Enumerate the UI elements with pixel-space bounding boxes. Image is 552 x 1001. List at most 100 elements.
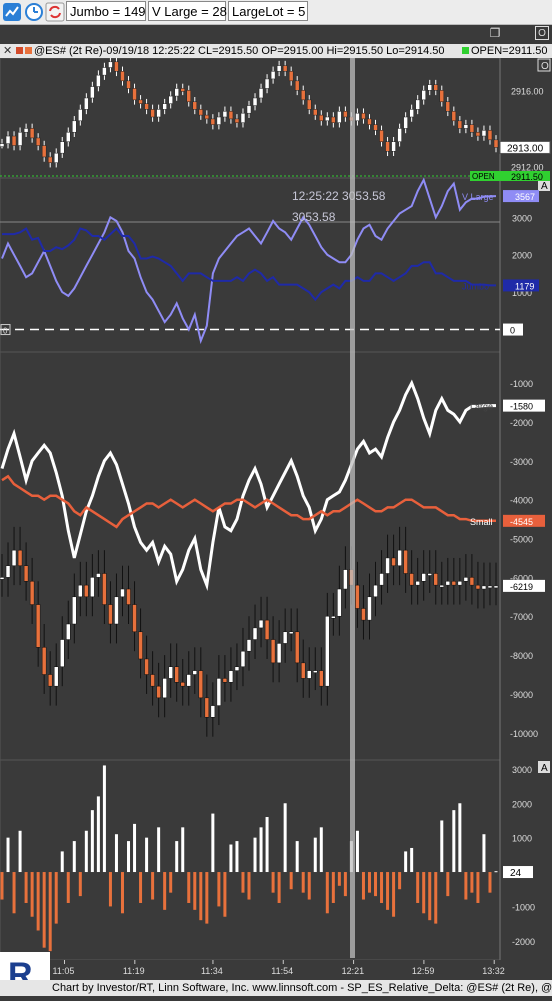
- restore-button[interactable]: ❐: [489, 26, 501, 40]
- hist-tick-label: 1000: [512, 834, 532, 844]
- hist-bar: [307, 872, 311, 900]
- chart-app-icon[interactable]: [2, 2, 22, 22]
- delta-bar: [367, 596, 372, 621]
- delta-bar: [72, 596, 77, 625]
- delta-bar: [385, 557, 390, 574]
- hist-bar: [325, 872, 329, 914]
- hist-bar: [169, 872, 173, 893]
- delta-bar: [331, 615, 336, 619]
- hist-bar: [12, 872, 16, 914]
- price-bar: [481, 130, 487, 137]
- upper-tick-label: 1000: [512, 288, 532, 298]
- hist-bar: [211, 813, 215, 873]
- price-bar: [210, 118, 216, 125]
- time-tick-label: 11:05: [53, 966, 75, 976]
- hist-bar: [205, 872, 209, 924]
- hist-bar: [6, 837, 10, 873]
- hist-bar: [120, 872, 124, 914]
- delta-bar: [162, 678, 167, 699]
- hist-bar: [482, 834, 486, 873]
- price-bar: [228, 111, 234, 120]
- delta-bar: [276, 643, 282, 664]
- price-bar: [78, 109, 83, 122]
- price-bar: [379, 130, 384, 142]
- price-bar: [415, 99, 420, 110]
- time-tick-label: 11:34: [201, 966, 223, 976]
- hist-bar: [127, 841, 131, 873]
- price-bar: [451, 111, 457, 122]
- price-bar: [391, 141, 396, 152]
- delta-bar: [240, 650, 246, 667]
- zero-right-tag: [503, 323, 523, 336]
- delta-bar: [156, 685, 161, 699]
- hist-bar: [319, 827, 323, 873]
- delta-bar: [204, 697, 210, 718]
- price-bar: [222, 111, 228, 118]
- hist-tick-label: 3000: [512, 765, 532, 775]
- delta-bar: [114, 596, 119, 625]
- pane-a-badge-2: [538, 761, 550, 773]
- jumbo-threshold-field[interactable]: Jumbo = 149: [66, 1, 146, 21]
- chart-area[interactable]: A A O 2916.00 2912.00 OPEN 2911.50 2913.00 300…: [0, 58, 552, 980]
- price-bar: [258, 88, 264, 99]
- hist-bar: [229, 844, 233, 873]
- last-price-bg: [499, 140, 551, 154]
- hist-bar: [157, 827, 161, 873]
- close-chart-icon[interactable]: ✕: [3, 45, 13, 57]
- clock-icon[interactable]: [24, 2, 44, 22]
- lower-tick-label: -8000: [510, 651, 533, 661]
- price-bar: [162, 103, 167, 110]
- hist-bar: [181, 827, 185, 873]
- price-bar: [300, 90, 306, 101]
- delta-bar: [306, 670, 312, 679]
- series-name-label-1: Jumbo: [462, 281, 489, 291]
- hist-last-label: 24: [510, 868, 522, 879]
- price-bar: [192, 101, 198, 110]
- hist-bar: [114, 834, 118, 873]
- hist-bar: [355, 830, 359, 873]
- delta-lower-pane: -1000 -2000 -3000 -4000 -5000 -6000 -7000 -8000…: [0, 379, 545, 739]
- hist-bar: [458, 803, 462, 873]
- price-bar: [66, 131, 71, 142]
- hist-bar: [367, 872, 371, 893]
- delta-bar: [493, 585, 499, 589]
- delta-bar: [11, 549, 17, 566]
- vlarge-threshold-field[interactable]: V Large = 28: [148, 1, 227, 21]
- quote-info-text: @ES# (2t Re)-09/19/18 12:25:22 CL=2915.5…: [34, 45, 445, 57]
- delta-bar: [264, 619, 270, 640]
- hist-bar: [343, 872, 347, 897]
- largelot-threshold-field[interactable]: LargeLot = 5: [228, 1, 308, 21]
- pane-frame-1: [0, 177, 501, 353]
- delta-bar: [174, 666, 179, 683]
- hist-bar: [404, 851, 408, 873]
- price-bar: [114, 61, 119, 72]
- delta-bar: [409, 573, 414, 586]
- lower-tick-label: -3000: [510, 457, 533, 467]
- hist-bar: [139, 872, 143, 903]
- delta-bar: [96, 573, 101, 578]
- delta-bar: [108, 604, 113, 625]
- series-line-1: [2, 227, 496, 302]
- price-bar: [457, 120, 463, 129]
- delta-bar: [222, 678, 228, 683]
- hist-bar: [464, 872, 468, 900]
- hist-bar: [380, 872, 384, 903]
- delta-bar: [66, 623, 71, 640]
- hist-bar: [217, 872, 221, 907]
- hist-bar: [289, 872, 293, 890]
- lower-tick-label: -9000: [510, 690, 533, 700]
- sync-icon[interactable]: [45, 2, 65, 22]
- toolbar: Jumbo = 149 V Large = 28 LargeLot = 5: [0, 0, 552, 25]
- price-bar: [493, 139, 499, 148]
- hist-bar: [84, 830, 88, 873]
- zero-right-label: 0: [510, 326, 515, 336]
- series-name-label-large: Large: [470, 402, 493, 412]
- delta-bar: [78, 584, 83, 598]
- price-bar: [72, 120, 77, 133]
- price-bar: [343, 111, 348, 118]
- delta-bar: [337, 588, 342, 617]
- close-button[interactable]: O: [535, 26, 549, 40]
- hist-bar: [301, 872, 305, 893]
- series-name-label-small: Small: [470, 517, 493, 527]
- info-bar: ✕ @ES# (2t Re)-09/19/18 12:25:22 CL=2915…: [0, 44, 552, 58]
